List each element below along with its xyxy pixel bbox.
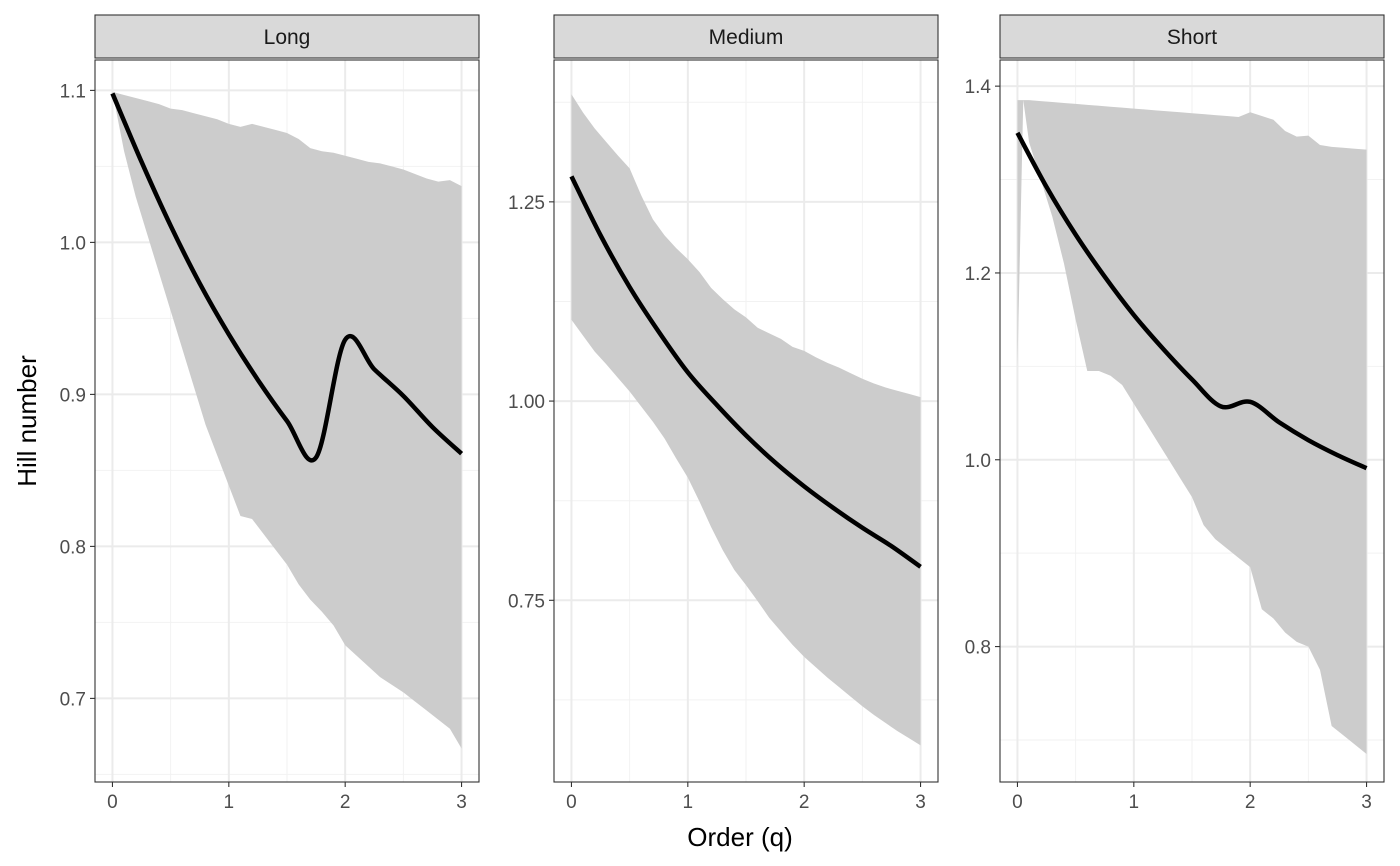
hill-number-line: [569, 175, 922, 569]
hill-number-line: [110, 92, 464, 463]
facet-strip: [94, 14, 480, 59]
facet-strip-label: Medium: [709, 26, 784, 49]
y-tick-label: 1.0: [965, 451, 991, 472]
y-tick-label: 1.25: [508, 193, 545, 214]
y-tick-label: 0.8: [60, 537, 86, 558]
x-axis-title: Order (q): [687, 822, 792, 852]
facet-panel-long: Long 0.7 0.8 0.9 1.0 1.1 0 1 2 3: [60, 14, 480, 813]
y-tick-label: 1.4: [965, 77, 992, 98]
facet-panel-short: Short 0.8 1.0 1.2 1.4 0 1 2 3: [965, 14, 1385, 813]
x-tick-label: 3: [915, 792, 926, 813]
facet-strip-label: Short: [1167, 26, 1217, 49]
y-tick-label: 0.7: [60, 689, 86, 710]
x-tick-label: 3: [1361, 792, 1372, 813]
y-tick-label: 0.75: [508, 591, 545, 612]
y-tick-label: 1.1: [60, 81, 86, 102]
facet-panel-medium: Medium 0.75 1.00 1.25 0 1 2 3: [508, 14, 939, 813]
y-axis-title: Hill number: [12, 355, 42, 487]
x-tick-label: 1: [1129, 792, 1140, 813]
y-tick-label: 1.2: [965, 264, 991, 285]
y-tick-label: 1.0: [60, 233, 86, 254]
x-tick-label: 2: [1245, 792, 1256, 813]
x-tick-label: 1: [683, 792, 694, 813]
x-tick-label: 0: [1012, 792, 1023, 813]
hill-number-line: [1015, 131, 1368, 471]
confidence-ribbon: [1017, 100, 1367, 754]
x-tick-label: 2: [340, 792, 351, 813]
x-tick-label: 2: [799, 792, 810, 813]
y-tick-label: 1.00: [508, 392, 545, 413]
facet-strip: [999, 14, 1385, 59]
panel-border: [999, 59, 1385, 783]
panel-border: [94, 59, 480, 783]
x-tick-label: 0: [566, 792, 577, 813]
panel-border: [553, 59, 939, 783]
x-tick-label: 3: [456, 792, 467, 813]
confidence-ribbon: [571, 94, 921, 746]
facet-strip-label: Long: [264, 26, 311, 49]
y-tick-label: 0.8: [965, 638, 991, 659]
y-tick-label: 0.9: [60, 385, 86, 406]
facet-strip: [553, 14, 939, 59]
x-tick-label: 0: [107, 792, 118, 813]
x-tick-label: 1: [224, 792, 235, 813]
